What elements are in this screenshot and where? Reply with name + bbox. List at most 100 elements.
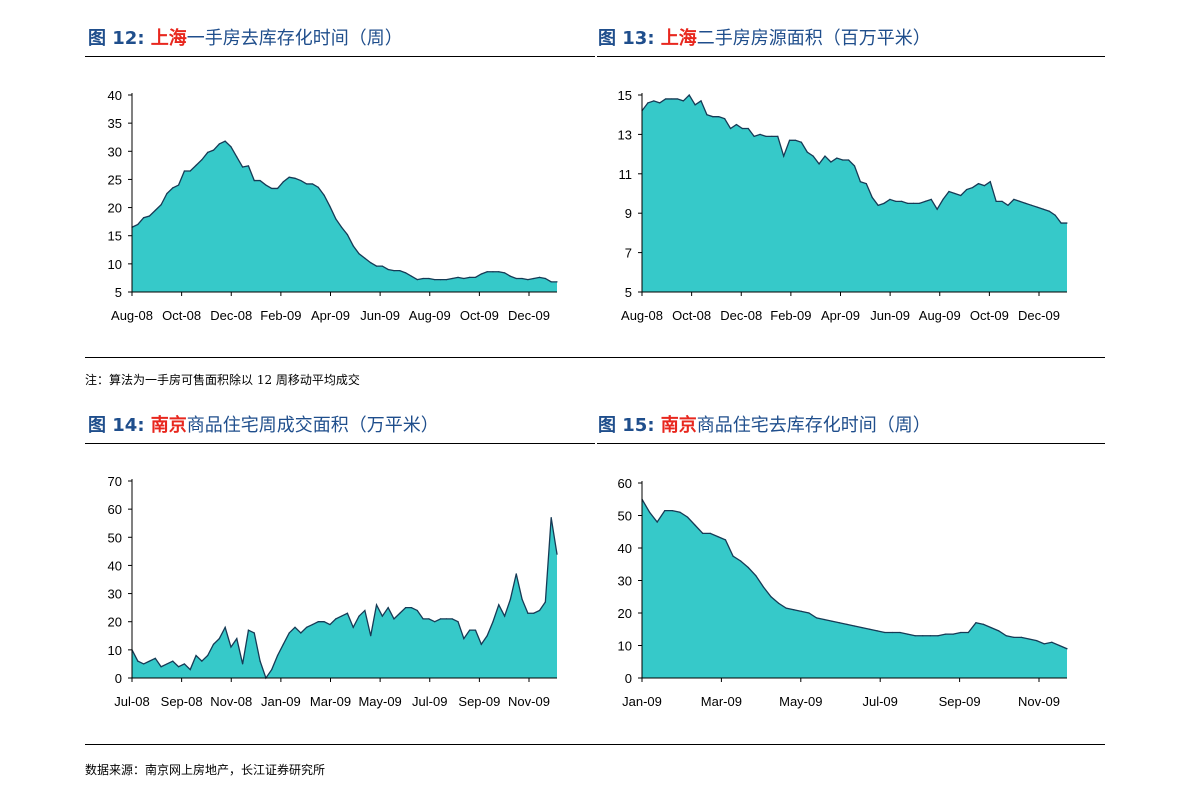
data-point <box>912 202 915 204</box>
bottom-rule <box>85 744 1105 745</box>
data-point <box>1060 222 1062 224</box>
data-point <box>1001 200 1003 202</box>
data-point <box>818 163 820 165</box>
figure-14-title: 图 14: 南京商品住宅周成交面积（万平米） <box>88 411 439 437</box>
data-point <box>428 277 430 280</box>
y-tick-label: 13 <box>618 127 632 142</box>
data-point <box>271 668 273 671</box>
data-point <box>1066 222 1068 224</box>
data-point <box>1028 638 1030 640</box>
data-point <box>143 217 145 219</box>
data-point <box>282 181 284 183</box>
data-point <box>891 631 894 634</box>
figure-12-title: 图 12: 上海一手房去库存化时间（周） <box>88 24 403 50</box>
data-point <box>387 268 389 271</box>
data-point <box>922 635 924 637</box>
data-point <box>533 277 535 280</box>
data-point <box>538 276 541 278</box>
data-point <box>306 183 308 185</box>
data-point <box>189 668 191 671</box>
data-point <box>770 596 772 598</box>
data-point <box>527 279 529 281</box>
lower-rule-left <box>85 443 595 444</box>
x-tick-label: Nov-09 <box>1018 694 1060 709</box>
y-tick-label: 35 <box>108 116 122 131</box>
data-point <box>509 598 512 600</box>
data-point <box>914 635 916 637</box>
data-point <box>492 271 494 273</box>
y-tick-label: 40 <box>108 558 122 573</box>
y-tick-label: 15 <box>618 88 632 103</box>
area-series <box>642 499 1067 678</box>
data-point <box>793 609 795 611</box>
data-point <box>877 204 879 206</box>
data-point <box>735 123 738 126</box>
data-point <box>550 281 552 283</box>
data-point <box>428 618 430 620</box>
data-point <box>486 635 488 637</box>
data-point <box>785 607 787 609</box>
y-tick-label: 70 <box>108 474 122 489</box>
data-point <box>445 279 447 281</box>
data-point <box>709 532 711 534</box>
data-point <box>300 179 302 182</box>
data-point <box>1048 210 1050 212</box>
data-point <box>998 630 1000 632</box>
data-point <box>469 629 471 631</box>
data-point <box>1036 640 1038 642</box>
data-point <box>954 192 956 195</box>
data-point <box>370 635 372 637</box>
x-tick-label: May-09 <box>358 694 401 709</box>
top-rule-right <box>597 56 1105 57</box>
y-tick-label: 10 <box>108 643 122 658</box>
data-point <box>929 635 931 637</box>
figure-13-title: 图 13: 上海二手房房源面积（百万平米） <box>598 24 931 50</box>
data-point <box>556 281 558 283</box>
data-point <box>422 618 424 620</box>
data-point <box>1054 214 1056 216</box>
data-point <box>724 539 727 541</box>
data-point <box>439 618 442 620</box>
data-point <box>137 660 139 662</box>
data-point <box>311 183 314 185</box>
data-point <box>352 245 354 247</box>
data-point <box>457 621 459 623</box>
data-point <box>676 98 679 100</box>
data-point <box>706 114 708 116</box>
data-point <box>800 610 802 612</box>
data-point <box>399 612 401 614</box>
data-point <box>317 621 319 623</box>
data-point <box>937 635 939 637</box>
data-point <box>172 660 174 662</box>
y-tick-label: 40 <box>108 88 122 103</box>
data-point <box>907 633 909 635</box>
figure-12-rest: 一手房去库存化时间（周） <box>186 28 403 49</box>
figure-14-rest: 商品住宅周成交面积（万平米） <box>186 415 439 436</box>
data-point <box>1036 206 1039 208</box>
data-point <box>556 553 558 555</box>
y-tick-label: 20 <box>108 201 122 216</box>
data-point <box>480 643 482 645</box>
data-point <box>794 139 797 141</box>
data-point <box>989 181 991 183</box>
lower-rule-right <box>597 443 1105 444</box>
data-point <box>445 618 447 620</box>
data-point <box>759 133 761 135</box>
data-point <box>253 179 255 182</box>
data-point <box>960 631 962 634</box>
data-point <box>515 277 517 280</box>
data-point <box>836 157 838 159</box>
data-point <box>288 632 290 634</box>
data-point <box>195 654 197 657</box>
data-point <box>527 612 529 614</box>
data-point <box>777 135 779 137</box>
figure-15-rest: 商品住宅去库存化时间（周） <box>696 415 931 436</box>
data-point <box>166 192 168 195</box>
data-point <box>224 626 226 628</box>
figure-13-rest: 二手房房源面积（百万平米） <box>696 28 931 49</box>
y-tick-label: 10 <box>108 257 122 272</box>
data-point <box>656 521 658 523</box>
data-point <box>960 194 962 197</box>
data-point <box>930 198 932 201</box>
data-point <box>1025 202 1027 204</box>
